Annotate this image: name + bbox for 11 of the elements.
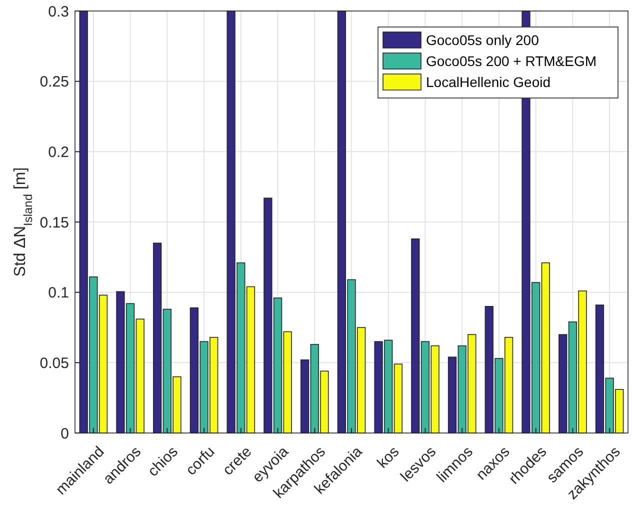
y-tick-label: 0.1 (48, 284, 69, 302)
y-tick-label: 0.15 (40, 214, 69, 232)
y-tick-label: 0.2 (48, 144, 69, 161)
x-tick-label: kos (374, 443, 403, 472)
y-tick-label: 0 (60, 425, 69, 442)
legend-label: Goco05s 200 + RTM&EGM (426, 52, 597, 69)
legend-label: LocalHellenic Geoid (426, 74, 551, 90)
legend-label: Goco05s only 200 (426, 32, 540, 48)
y-tick-label: 0.3 (48, 3, 69, 20)
y-tick-label: 0.25 (40, 74, 69, 91)
y-tick-label: 0.05 (40, 354, 69, 372)
